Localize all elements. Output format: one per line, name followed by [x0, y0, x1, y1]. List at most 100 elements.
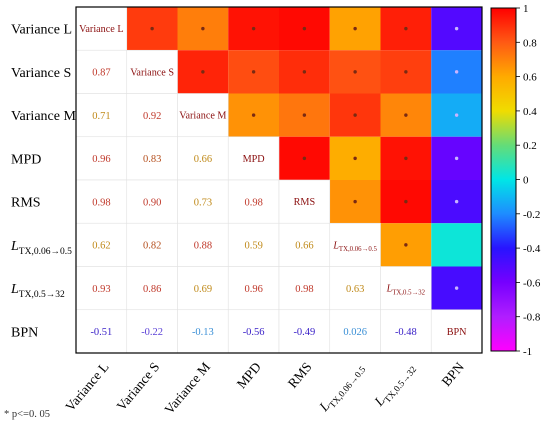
correlation-value: -0.22	[141, 327, 163, 338]
y-axis-label: MPD	[11, 152, 41, 167]
colorbar: -1 -0.8 -0.6 -0.4 -0.2 0 0.2 0.4 0.6 0.8 1	[490, 3, 541, 358]
significance-dot	[353, 26, 357, 31]
significance-dot	[201, 26, 205, 31]
significance-dot	[404, 26, 408, 31]
blank-cell	[75, 309, 128, 354]
blank-cell	[227, 136, 280, 181]
x-axis-label: RMS	[285, 359, 315, 390]
significance-dot	[150, 26, 154, 31]
significance-dot	[404, 70, 408, 74]
significance-dot	[251, 70, 256, 74]
correlation-value: 0.66	[295, 241, 313, 252]
blank-cell	[329, 266, 381, 311]
significance-dot	[353, 156, 357, 161]
colorbar-tick-label: -0.6	[523, 277, 541, 289]
significance-dot	[251, 113, 256, 117]
colorbar-tick-label: -0.2	[523, 209, 540, 221]
correlation-value: 0.96	[92, 154, 110, 165]
correlation-value: 0.90	[143, 197, 161, 208]
blank-cell	[126, 179, 178, 224]
significance-dot	[454, 70, 459, 74]
blank-cell	[177, 93, 229, 138]
correlation-value: 0.92	[143, 111, 161, 122]
blank-cell	[177, 222, 229, 267]
diagonal-label: Variance S	[130, 67, 174, 78]
correlation-value: 0.59	[244, 241, 262, 252]
lower-triangle-values: 0.87 0.71 0.92 0.96 0.83 0.66 0.98 0.90 0.73 0.98…	[90, 68, 416, 338]
heatmap-grid	[75, 6, 483, 354]
blank-cell	[75, 222, 128, 267]
significance-dot	[404, 113, 408, 117]
blank-cell	[329, 222, 381, 267]
y-axis-label: Variance L	[11, 23, 72, 38]
significance-dot	[404, 243, 408, 247]
colorbar-tick-label: 0.2	[523, 140, 537, 152]
y-axis-label: BPN	[11, 325, 38, 340]
correlation-value: 0.98	[244, 197, 262, 208]
significance-dot	[404, 199, 408, 204]
correlation-value: 0.87	[92, 68, 110, 79]
correlation-value: 0.96	[244, 284, 262, 295]
y-axis-label: RMS	[11, 196, 41, 211]
correlation-value: 0.026	[343, 327, 367, 338]
significance-dot	[404, 156, 408, 161]
correlation-value: 0.86	[143, 284, 161, 295]
blank-cell	[227, 179, 280, 224]
blank-cell	[177, 266, 229, 311]
correlation-value: 0.82	[143, 241, 161, 252]
blank-cell	[177, 136, 229, 181]
correlation-value: 0.93	[92, 284, 110, 295]
blank-cell	[75, 6, 128, 51]
y-axis-labels: Variance L Variance S Variance M MPD RMS LTX,…	[10, 23, 76, 341]
correlation-value: 0.98	[295, 284, 313, 295]
x-axis-label: BPN	[439, 359, 468, 389]
colorbar-tick-label: 0.8	[523, 37, 537, 49]
significance-dot	[302, 113, 307, 117]
correlation-value: 0.73	[194, 197, 212, 208]
significance-dot	[454, 199, 459, 204]
significance-dot	[454, 286, 459, 290]
diagonal-labels: Variance L Variance S Variance M MPD RMS LTX,…	[79, 24, 467, 338]
correlation-value: -0.13	[192, 327, 214, 338]
significance-dot	[454, 113, 459, 117]
x-axis-label: MPD	[234, 359, 264, 391]
correlation-value: 0.71	[92, 111, 110, 122]
colorbar-gradient	[490, 7, 517, 352]
colorbar-tick-label: 0.4	[523, 106, 537, 118]
diagonal-label: LTX,0.5→32	[386, 284, 426, 297]
blank-cell	[278, 222, 331, 267]
blank-cell	[126, 266, 178, 311]
heatmap-frame	[75, 6, 483, 354]
significance-dot	[454, 156, 459, 161]
diagonal-label: BPN	[447, 327, 467, 338]
colorbar-tick-label: 1	[523, 3, 529, 15]
diagonal-label: Variance M	[179, 111, 226, 122]
significance-footnote: * p<=0. 05	[4, 409, 50, 420]
y-axis-label: Variance S	[11, 66, 71, 81]
significance-dot	[201, 70, 205, 74]
x-axis-labels: Variance L Variance S Variance M MPD RMSLTX,…	[62, 359, 467, 417]
significance-dot	[302, 156, 307, 161]
correlation-value: 0.98	[92, 197, 110, 208]
x-axis-label: LTX,0.06→0.5	[316, 359, 368, 416]
significance-dot	[353, 70, 357, 74]
correlation-value: 0.83	[143, 154, 161, 165]
colorbar-tick-label: 0	[523, 175, 529, 187]
blank-cell	[177, 309, 229, 354]
blank-cell	[126, 49, 178, 94]
significance-dot	[353, 199, 357, 204]
blank-cell	[126, 136, 178, 181]
correlation-value: 0.88	[194, 241, 212, 252]
x-axis-label: Variance L	[62, 359, 111, 414]
x-axis-label: Variance M	[161, 359, 213, 417]
significance-dot	[302, 70, 307, 74]
blank-cell	[126, 93, 178, 138]
x-axis-label: LTX,0.5→32	[371, 359, 419, 411]
colorbar-tick-label: 0.6	[523, 72, 537, 84]
colorbar-tick-label: -0.8	[523, 312, 541, 324]
y-axis-label: LTX,0.06→0.5	[10, 239, 72, 257]
diagonal-label: MPD	[243, 154, 265, 165]
blank-cell	[227, 309, 280, 354]
correlation-value: 0.69	[194, 284, 212, 295]
blank-cell	[329, 309, 381, 354]
